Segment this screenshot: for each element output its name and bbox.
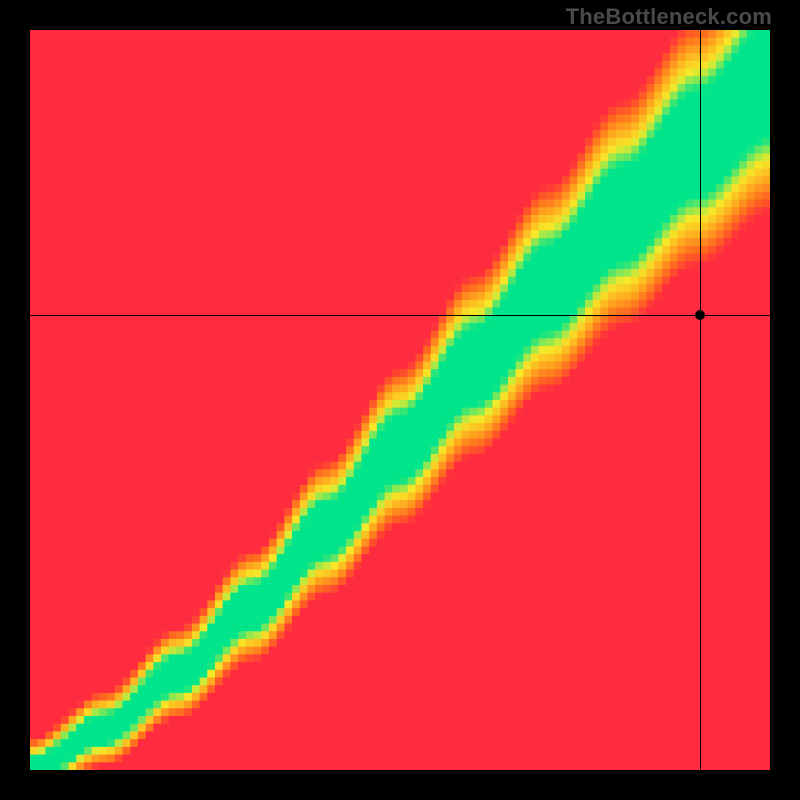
crosshair-vertical — [700, 30, 701, 770]
heatmap-canvas — [30, 30, 770, 770]
crosshair-marker — [695, 310, 705, 320]
crosshair-horizontal — [30, 315, 770, 316]
watermark-text: TheBottleneck.com — [566, 4, 772, 30]
heatmap-plot — [30, 30, 770, 770]
